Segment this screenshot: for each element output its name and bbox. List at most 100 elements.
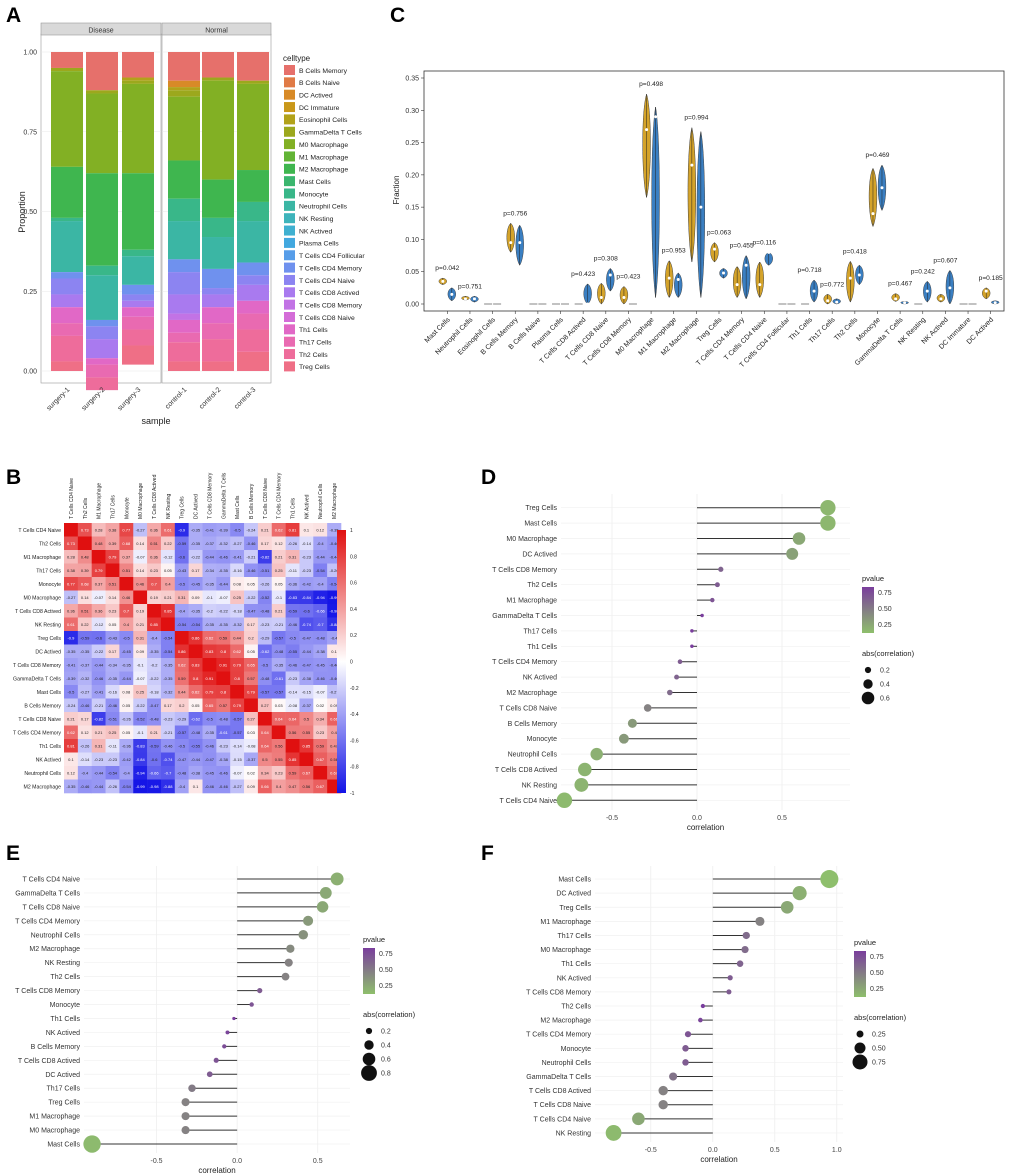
heat-cell (174, 698, 189, 713)
heat-cell (91, 563, 106, 578)
heat-cell-value: -0.4 (178, 784, 186, 789)
lollipop-dot-th1-cells (232, 1016, 236, 1021)
heat-cell (202, 631, 217, 645)
p-value-label: p=0.116 (753, 239, 777, 246)
facet-strip-label: Normal (205, 28, 228, 35)
heat-cell-value: 0.02 (316, 703, 325, 708)
heat-cell (313, 617, 328, 632)
heat-cell-value: -0.59 (177, 541, 187, 546)
heat-cell (216, 752, 231, 767)
lollipop-dot-m0-macrophage (741, 945, 749, 954)
bar-segment-eosinophil-cells (168, 87, 200, 91)
heat-cell-value: -0.54 (191, 622, 201, 627)
heat-cell-value: 0.12 (316, 527, 325, 532)
heat-cell-value: -0.6 (151, 757, 159, 762)
heat-cell (64, 523, 79, 537)
heat-cell-value: 0.77 (122, 527, 131, 532)
size-legend-label: 0.2 (381, 1029, 391, 1036)
heat-cell (160, 779, 176, 794)
heat-cell (119, 604, 134, 618)
lollipop-dot-th2-cells (281, 972, 290, 981)
heat-cell-value: -0.26 (80, 743, 90, 748)
heat-cell-value: 0.1 (68, 757, 74, 762)
heat-cell (257, 577, 273, 591)
bar-segment-t-cells-cd8-actived (202, 294, 234, 308)
lollipop-dot-treg-cells (780, 900, 794, 914)
size-legend-label: 0.4 (381, 1043, 391, 1050)
heat-cell (271, 604, 286, 618)
heat-cell (105, 604, 120, 618)
legend-tick-label: 0.8 (350, 554, 357, 560)
p-value-label: p=0.953 (662, 248, 686, 255)
panel-c-violin: 0.00 0.05 0.10 0.15 0.20 0.25 0.30 0.35 Fraction… (392, 70, 1005, 369)
legend-tick-label: 1 (350, 528, 353, 534)
x-tick-label: 0.5 (770, 1147, 780, 1154)
bar-segment-t-cells-cd4-naive (51, 278, 83, 295)
y-tick-label-th2-cells: Th2 Cells (527, 582, 557, 589)
heat-cell (91, 658, 106, 672)
violin-disease-dc-actived-median (984, 289, 988, 293)
heat-cell-value: -0.1 (137, 730, 145, 735)
legend-swatch-t-cells-cd8-actived (284, 287, 295, 298)
heat-cell-value: 0.05 (122, 730, 131, 735)
heat-cell-value: -0.32 (219, 541, 229, 546)
heat-cell (285, 658, 300, 672)
heat-cell (91, 766, 106, 780)
heat-cell-value: 0.51 (109, 581, 118, 586)
heat-cell (77, 644, 92, 659)
heat-cell-value: -0.74 (163, 757, 173, 762)
bar-segment-th17-cells (202, 323, 234, 340)
heat-cell (230, 523, 245, 537)
heat-cell (299, 752, 314, 767)
heat-cell-value: -0.46 (163, 743, 173, 748)
heat-cell (257, 590, 273, 605)
x-tick-label: control-2 (198, 386, 222, 410)
heat-cell (188, 685, 203, 699)
heat-cell-value: 0.51 (122, 568, 131, 573)
heat-cell (64, 752, 79, 767)
legend-label-m2-macrophage: M2 Macrophage (299, 167, 348, 174)
heat-cell-value: 0.09 (247, 784, 256, 789)
heat-cell-value: -0.26 (330, 568, 340, 573)
heat-cell-value: 0.25 (233, 595, 242, 600)
y-tick-label-nk-actived: NK Actived (46, 1030, 80, 1037)
heat-cell-value: 0.25 (109, 730, 118, 735)
heat-cell-value: -0.41 (94, 689, 104, 694)
heat-cell (299, 739, 314, 753)
heat-cell (313, 725, 328, 740)
heat-cell-value: -0.9 (67, 635, 75, 640)
bar-segment-t-cells-cd4-memory (122, 284, 154, 295)
heat-cell-value: -0.47 (205, 757, 215, 762)
heat-cell-value: -0.21 (94, 703, 104, 708)
legend-label-b-cells-memory: B Cells Memory (299, 68, 348, 75)
heat-cell-value: -0.54 (177, 622, 187, 627)
heat-cell-value: -0.38 (219, 757, 229, 762)
col-label-dc-actived: DC Actived (194, 494, 200, 519)
heat-cell-value: -0.88 (330, 622, 340, 627)
heat-cell (77, 536, 92, 551)
heat-cell (188, 617, 203, 632)
bar-segment-m0-macrophage (86, 93, 118, 174)
heat-cell-value: 0.48 (81, 554, 90, 559)
heat-cell-value: -0.57 (233, 730, 243, 735)
y-tick-label: 0.30 (405, 108, 419, 115)
heat-cell-value: -0.5 (178, 743, 186, 748)
y-tick-label-monocyte: Monocyte (561, 1046, 591, 1053)
heat-cell (271, 712, 286, 726)
heat-cell (285, 739, 300, 753)
heat-cell-value: 0.85 (150, 622, 159, 627)
x-tick-label: surgery-1 (46, 386, 72, 412)
heat-cell-value: 0.36 (67, 608, 76, 613)
heat-cell (216, 644, 231, 659)
heat-cell (257, 671, 273, 686)
y-tick-label-treg-cells: Treg Cells (48, 1100, 80, 1107)
bar-segment-m2-macrophage (168, 160, 200, 199)
heat-cell-value: -0.35 (330, 527, 340, 532)
heat-cell (91, 631, 106, 645)
heat-cell-value: -0.82 (260, 554, 270, 559)
y-tick-label-dc-actived: DC Actived (522, 551, 557, 558)
heat-cell-value: -0.16 (233, 568, 243, 573)
y-tick-label-th2-cells: Th2 Cells (561, 1004, 591, 1011)
row-label-th17-cells: Th17 Cells (36, 568, 61, 574)
heat-cell (160, 617, 176, 632)
